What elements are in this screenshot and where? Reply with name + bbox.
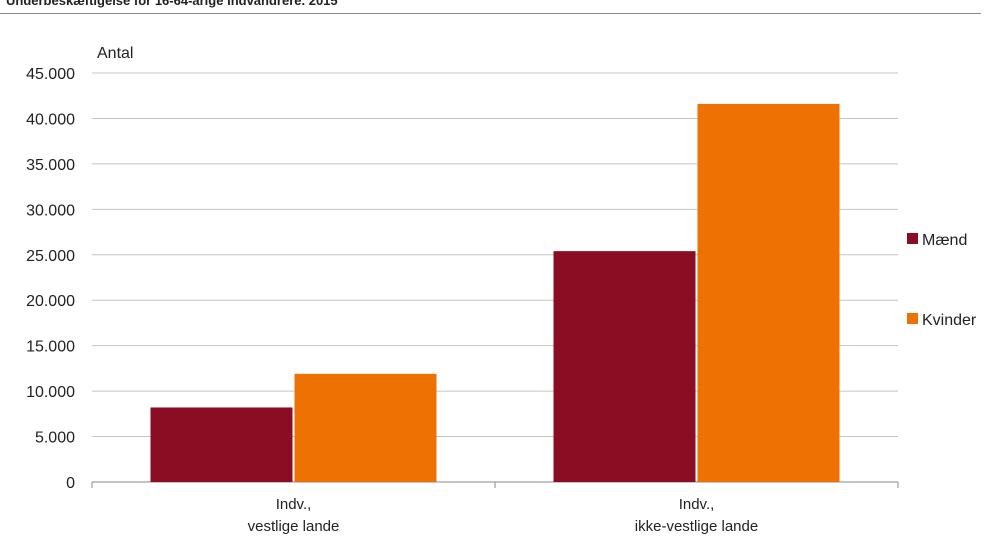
x-category-label: Indv., — [679, 496, 715, 513]
y-tick-label: 5.000 — [35, 430, 75, 447]
y-tick-label: 0 — [66, 475, 75, 492]
y-tick-label: 35.000 — [26, 157, 75, 174]
y-tick-label: 10.000 — [26, 384, 75, 401]
y-tick-label: 40.000 — [26, 111, 75, 128]
y-tick-label: 20.000 — [26, 293, 75, 310]
bars — [150, 103, 840, 482]
legend-swatch — [907, 233, 918, 244]
title-divider — [0, 13, 981, 14]
chart-title: Underbeskæftigelse for 16-64-årige indva… — [6, 0, 338, 8]
y-tick-label: 15.000 — [26, 339, 75, 356]
x-axis-categories: Indv., vestlige lande Indv., ikke-vestlige … — [248, 496, 759, 535]
legend-label: Mænd — [922, 232, 967, 249]
y-tick-label: 25.000 — [26, 248, 75, 265]
y-axis-label: Antal — [97, 45, 133, 62]
x-category-label: ikke-vestlige lande — [635, 518, 758, 535]
bar-mænd-2 — [553, 251, 696, 482]
legend-swatch — [907, 313, 918, 324]
bar-kvinder-1 — [294, 373, 437, 482]
x-category-label: vestlige lande — [248, 518, 340, 535]
y-tick-label: 45.000 — [26, 66, 75, 83]
x-category-label: Indv., — [276, 496, 312, 513]
legend-label: Kvinder — [922, 312, 977, 329]
legend: Mænd Kvinder — [907, 232, 977, 329]
y-tick-label: 30.000 — [26, 202, 75, 219]
bar-mænd-1 — [150, 407, 293, 482]
bar-kvinder-2 — [697, 103, 840, 482]
y-axis-ticks: 0 5.000 10.000 15.000 20.000 25.000 30.000 35.0… — [26, 66, 75, 492]
